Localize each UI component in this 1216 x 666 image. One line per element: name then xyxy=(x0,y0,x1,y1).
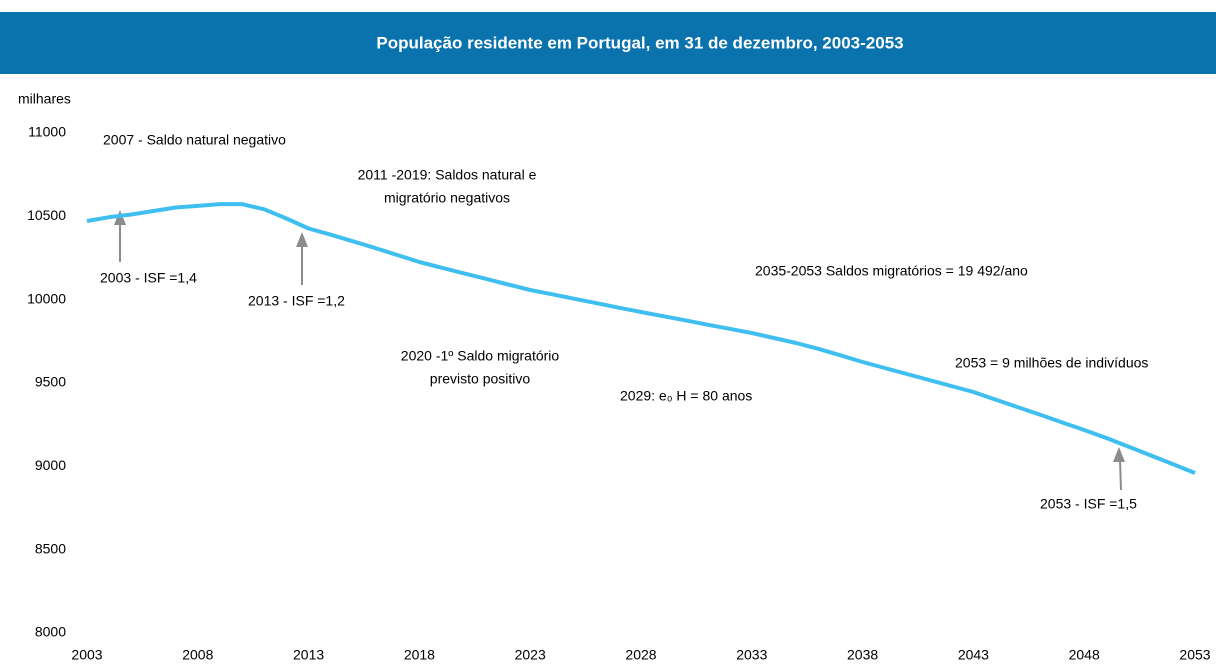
data-line xyxy=(86,202,1196,475)
y-tick-label: 8500 xyxy=(35,540,66,556)
annotation: 2013 - ISF =1,2 xyxy=(248,293,345,309)
arrow xyxy=(1119,459,1122,491)
y-tick-label: 9000 xyxy=(35,457,66,473)
x-tick-label: 2023 xyxy=(515,647,546,663)
y-axis-label: milhares xyxy=(18,91,71,107)
x-tick-label: 2008 xyxy=(182,647,213,663)
y-tick-label: 9500 xyxy=(35,374,66,390)
x-tick-label: 2043 xyxy=(958,647,989,663)
x-tick-label: 2033 xyxy=(736,647,767,663)
arrow-head xyxy=(296,232,308,247)
title-bar xyxy=(0,12,1216,74)
x-tick-label: 2003 xyxy=(71,647,102,663)
annotation: 2053 = 9 milhões de indivíduos xyxy=(955,355,1148,371)
y-tick-label: 10000 xyxy=(27,290,66,306)
annotation: 2020 -1º Saldo migratório xyxy=(401,348,560,364)
x-tick-label: 2028 xyxy=(625,647,656,663)
annotation: 2011 -2019: Saldos natural e xyxy=(358,167,537,183)
chart-title: População residente em Portugal, em 31 d… xyxy=(376,33,903,52)
annotation: 2003 - ISF =1,4 xyxy=(100,270,197,286)
arrow-head xyxy=(1113,447,1125,462)
y-tick-label: 10500 xyxy=(27,207,66,223)
x-tick-label: 2018 xyxy=(404,647,435,663)
arrows xyxy=(114,210,1125,491)
x-tick-label: 2048 xyxy=(1069,647,1100,663)
annotation: 2007 - Saldo natural negativo xyxy=(103,132,286,148)
x-tick-label: 2013 xyxy=(293,647,324,663)
annotation: 2035-2053 Saldos migratórios = 19 492/an… xyxy=(755,263,1028,279)
y-tick-label: 8000 xyxy=(35,624,66,640)
annotation: previsto positivo xyxy=(430,371,531,387)
x-tick-label: 2038 xyxy=(847,647,878,663)
y-tick-label: 11000 xyxy=(28,124,66,140)
annotation: 2053 - ISF =1,5 xyxy=(1040,496,1137,512)
x-tick-label: 2053 xyxy=(1179,647,1210,663)
annotation: 2029: e₀ H = 80 anos xyxy=(620,388,752,404)
annotation: migratório negativos xyxy=(384,190,510,206)
